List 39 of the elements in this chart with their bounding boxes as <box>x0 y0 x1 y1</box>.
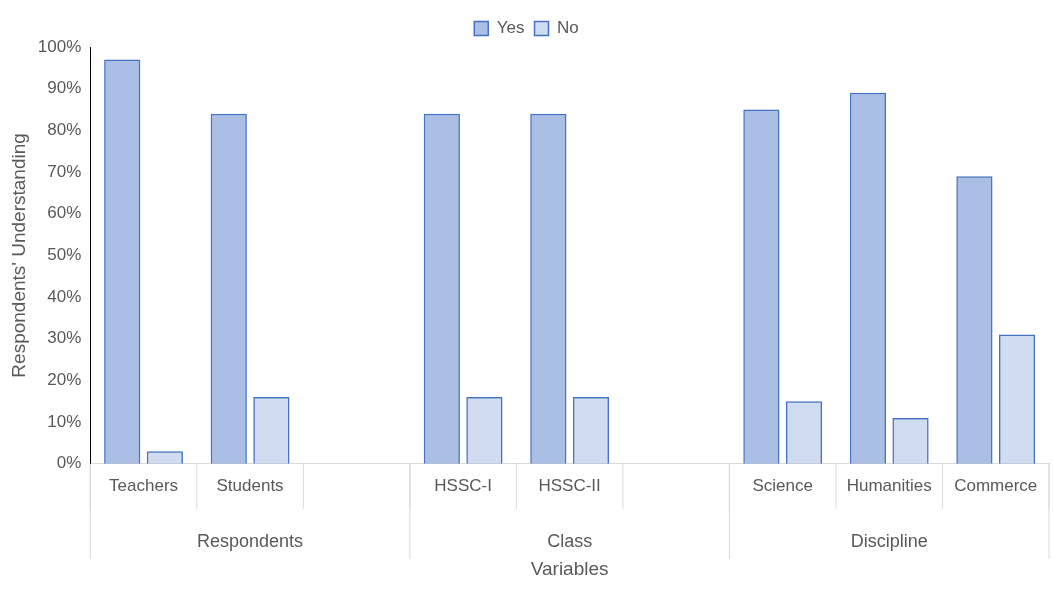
y-tick-label: 60% <box>47 203 82 223</box>
x-tick-label: HSSC-I <box>434 475 492 495</box>
bar <box>956 176 993 464</box>
bar <box>743 109 780 464</box>
y-tick-label: 70% <box>47 161 82 181</box>
bar <box>253 397 290 464</box>
bar <box>104 59 141 464</box>
text: Discipline <box>850 530 928 551</box>
bar <box>466 397 503 464</box>
bar <box>892 417 929 464</box>
y-tick-label: 40% <box>47 286 82 306</box>
y-tick-label: 50% <box>47 245 82 265</box>
legend-label: Yes <box>496 18 525 38</box>
text: Class <box>547 530 593 551</box>
x-tick-label: Science <box>752 475 813 495</box>
x-tick-label: Students <box>216 475 284 495</box>
y-axis-title: Respondents' Understanding <box>7 133 29 378</box>
bar <box>572 397 610 464</box>
y-tick-label: 20% <box>47 370 82 390</box>
bar <box>210 113 247 464</box>
y-tick-label: 80% <box>47 120 82 140</box>
x-tick-label: Humanities <box>846 475 932 495</box>
bar <box>785 401 823 464</box>
bar <box>423 113 460 464</box>
text: Respondents <box>197 530 304 551</box>
y-tick-label: 90% <box>47 78 82 98</box>
y-tick-label: 0% <box>56 453 82 473</box>
bar <box>998 334 1036 464</box>
bar <box>146 451 183 464</box>
bar <box>530 113 567 464</box>
y-tick-label: 100% <box>37 36 82 56</box>
bar <box>849 92 887 464</box>
x-axis-title: Variables <box>530 557 609 579</box>
x-tick-label: HSSC-II <box>538 475 601 495</box>
legend-label: No <box>557 18 579 38</box>
y-tick-label: 30% <box>47 328 82 348</box>
x-tick-label: Commerce <box>954 475 1038 495</box>
y-tick-label: 10% <box>47 411 82 431</box>
x-tick-label: Teachers <box>109 475 179 495</box>
